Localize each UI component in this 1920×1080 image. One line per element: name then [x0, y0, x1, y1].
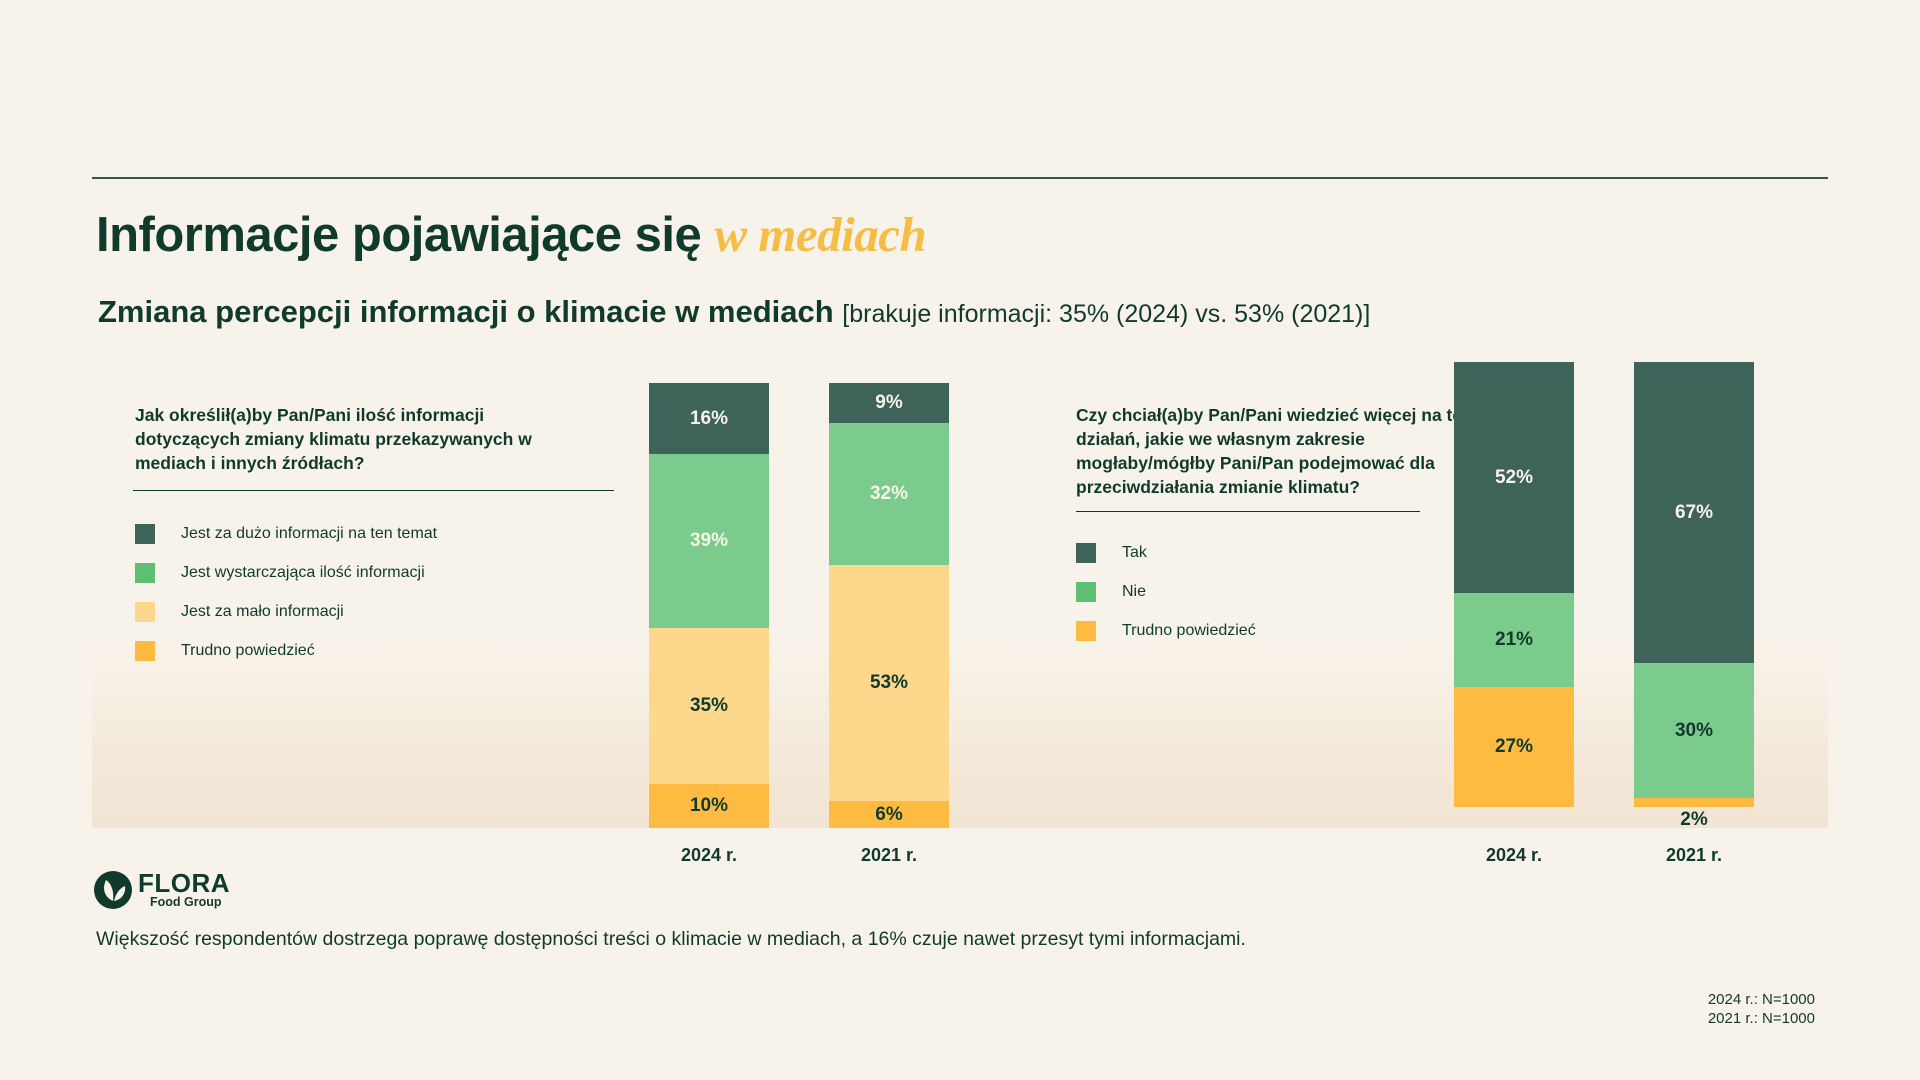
left-chart-data-label: 39%: [689, 529, 729, 551]
left-chart-data-label: 16%: [689, 407, 729, 429]
right-chart-bar-segment: [1454, 362, 1574, 594]
legend-label: Jest za dużo informacji na ten temat: [181, 525, 438, 542]
left-chart-data-label: 35%: [689, 694, 729, 716]
left-chart-bar-segment: [649, 454, 769, 628]
brand-name: FLORA: [138, 868, 231, 898]
right-chart-data-label: 52%: [1494, 466, 1534, 488]
legend-swatch: [135, 602, 155, 622]
legend-swatch: [1076, 621, 1096, 641]
right-chart-data-label: 21%: [1494, 629, 1534, 651]
right-legend-item: Nie: [1076, 582, 1146, 602]
left-legend-item: Jest za dużo informacji na ten temat: [135, 524, 437, 544]
sample-size-2024: 2024 r.: N=1000: [1707, 991, 1815, 1008]
subtitle-main: Zmiana percepcji informacji o klimacie w…: [98, 294, 834, 329]
legend-swatch: [135, 641, 155, 661]
left-chart-data-label: 6%: [875, 803, 903, 825]
right-chart-data-label: 27%: [1494, 735, 1534, 757]
page-title-accent: w mediach: [714, 207, 927, 262]
left-chart-data-label: 53%: [869, 672, 909, 694]
right-chart-bar-segment: [1454, 686, 1574, 807]
right-question-divider: [1076, 511, 1420, 512]
left-chart-data-label: 10%: [689, 794, 729, 816]
legend-swatch: [1076, 543, 1096, 563]
left-legend-item: Trudno powiedzieć: [135, 641, 315, 661]
legend-label: Jest wystarczająca ilość informacji: [181, 564, 425, 581]
right-chart-bar-segment: [1634, 663, 1754, 798]
left-question: Jak określił(a)by Pan/Pani ilość informa…: [135, 405, 532, 473]
left-chart-category-label: 2021 r.: [860, 845, 918, 865]
brand-logo: FLORA Food Group: [94, 868, 231, 909]
right-legend-item: Tak: [1076, 543, 1147, 563]
legend-label: Tak: [1122, 544, 1147, 561]
left-chart-bar-segment: [829, 423, 949, 566]
legend-swatch: [135, 524, 155, 544]
left-chart-bar-segment: [649, 383, 769, 455]
left-chart-bar-segment: [649, 627, 769, 784]
legend-label: Jest za mało informacji: [181, 603, 344, 620]
page-title-main: Informacje pojawiające się: [96, 208, 702, 262]
page-title: Informacje pojawiające się w mediach: [96, 206, 927, 263]
sample-size: 2024 r.: N=1000 2021 r.: N=1000: [1708, 990, 1815, 1028]
right-question: Czy chciał(a)by Pan/Pani wiedzieć więcej…: [1076, 405, 1494, 497]
left-legend-item: Jest wystarczająca ilość informacji: [135, 563, 425, 583]
leaf-icon: [94, 871, 132, 909]
right-chart-data-label: 2%: [1680, 809, 1708, 830]
left-legend-item: Jest za mało informacji: [135, 602, 344, 622]
right-legend-item: Trudno powiedzieć: [1076, 621, 1256, 641]
subtitle-note: [brakuje informacji: 35% (2024) vs. 53% …: [842, 300, 1371, 328]
right-chart-bar-segment: [1634, 798, 1754, 807]
page-subtitle: Zmiana percepcji informacji o klimacie w…: [98, 294, 1370, 330]
sample-size-2021: 2021 r.: N=1000: [1707, 1010, 1815, 1027]
left-question-divider: [133, 490, 614, 491]
brand-sub: Food Group: [150, 895, 222, 909]
left-chart-data-label: 32%: [869, 483, 909, 505]
top-divider: [92, 177, 1828, 179]
left-chart-bar-segment: [649, 783, 769, 828]
right-chart-category-label: 2024 r.: [1485, 845, 1543, 865]
left-chart-bar-segment: [829, 565, 949, 802]
left-chart-bar-segment: [829, 801, 949, 828]
right-chart-data-label: 67%: [1674, 501, 1714, 523]
legend-label: Trudno powiedzieć: [181, 642, 315, 659]
left-chart-data-label: 9%: [875, 392, 903, 414]
footnote: Większość respondentów dostrzega poprawę…: [96, 928, 1246, 950]
legend-swatch: [135, 563, 155, 583]
legend-label: Trudno powiedzieć: [1122, 622, 1256, 639]
right-chart-data-label: 30%: [1674, 719, 1714, 741]
left-chart-bar-segment: [829, 383, 949, 424]
right-chart-category-label: 2021 r.: [1665, 845, 1723, 865]
left-chart-category-label: 2024 r.: [680, 845, 738, 865]
legend-swatch: [1076, 582, 1096, 602]
right-chart-bar-segment: [1634, 362, 1754, 664]
legend-label: Nie: [1122, 583, 1147, 600]
right-chart-bar-segment: [1454, 593, 1574, 687]
